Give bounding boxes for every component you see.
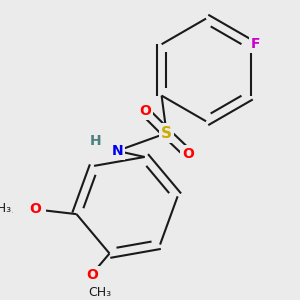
Text: CH₃: CH₃ [88, 286, 111, 299]
Text: O: O [182, 147, 194, 161]
Text: O: O [29, 202, 41, 216]
Text: O: O [86, 268, 98, 282]
Text: N: N [111, 144, 123, 158]
Text: methoxy: methoxy [8, 212, 14, 213]
Text: F: F [251, 37, 260, 51]
Text: CH₃: CH₃ [0, 202, 11, 215]
Text: S: S [161, 126, 172, 141]
Text: O: O [139, 104, 151, 118]
Text: H: H [90, 134, 101, 148]
